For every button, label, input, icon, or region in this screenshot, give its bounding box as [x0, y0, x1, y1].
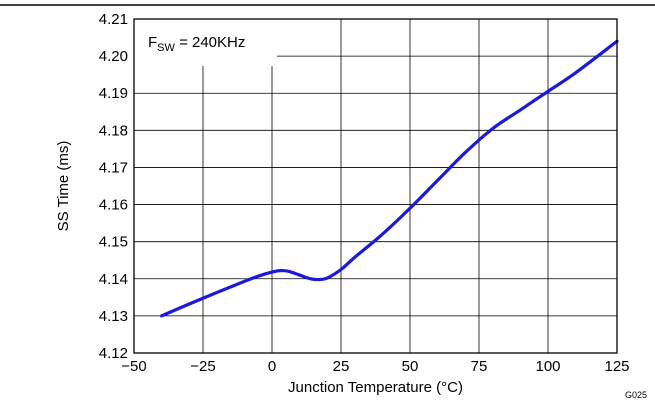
y-tick-label: 4.16 [99, 197, 128, 214]
x-tick-label: 25 [333, 358, 350, 375]
x-tick-label: 125 [604, 358, 629, 375]
y-tick-label: 4.21 [99, 11, 128, 28]
y-tick-label: 4.17 [99, 159, 128, 176]
series-line [160, 39, 619, 318]
x-axis-title: Junction Temperature (°C) [288, 379, 463, 396]
tick-labels: −50 −25 0 25 50 75 100 125 4.12 4.13 4.14 4.15 4.16 4… [99, 11, 630, 375]
x-tick-label: −25 [190, 358, 215, 375]
y-tick-label: 4.20 [99, 48, 128, 65]
x-tick-label: −50 [121, 358, 146, 375]
figure-code: G025 [625, 390, 647, 400]
y-tick-label: 4.18 [99, 122, 128, 139]
y-tick-label: 4.14 [99, 271, 128, 288]
y-tick-label: 4.19 [99, 85, 128, 102]
x-tick-label: 0 [268, 358, 276, 375]
x-tick-label: 50 [402, 358, 419, 375]
annotation-text: FSW = 240KHz [148, 34, 245, 54]
x-tick-label: 100 [535, 358, 560, 375]
grid [134, 19, 617, 353]
y-tick-label: 4.12 [99, 345, 128, 362]
y-tick-label: 4.15 [99, 234, 128, 251]
x-tick-label: 75 [471, 358, 488, 375]
y-axis-title: SS Time (ms) [55, 141, 72, 232]
plot-frame [133, 18, 618, 354]
y-tick-label: 4.13 [99, 308, 128, 325]
annotation: FSW = 240KHz [148, 34, 245, 54]
series-group [160, 39, 619, 318]
